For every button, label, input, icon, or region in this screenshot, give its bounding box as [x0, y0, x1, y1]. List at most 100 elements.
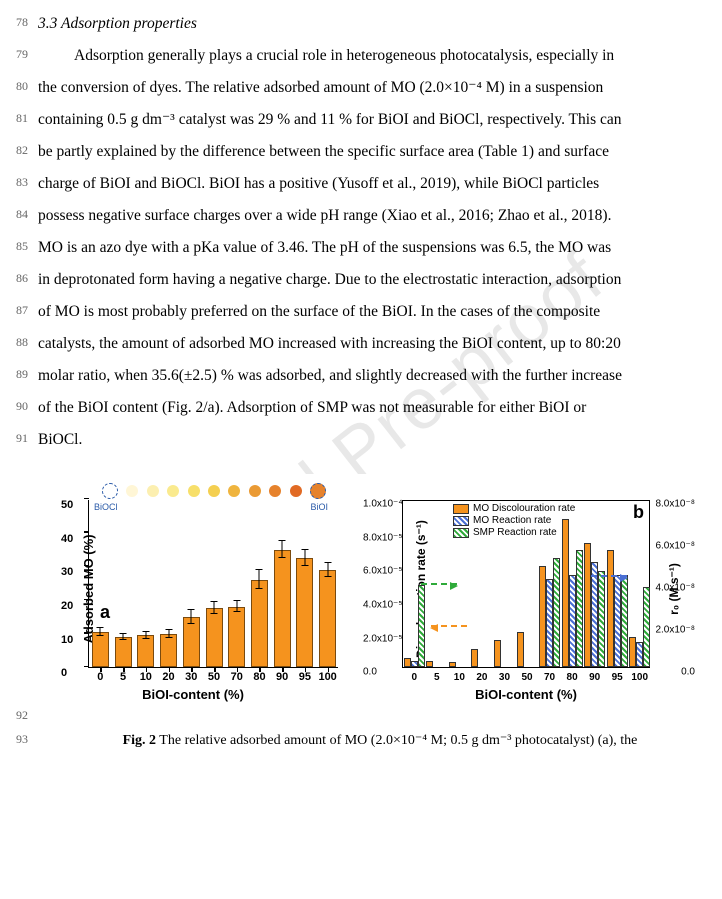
caption-text: The relative adsorbed amount of MO (2.0×… [159, 733, 637, 748]
bar [206, 608, 223, 667]
xtick-label: 90 [276, 671, 288, 683]
sample-dot [167, 485, 179, 497]
line-number: 81 [0, 108, 38, 126]
bar [449, 662, 456, 667]
xtick-label: 5 [434, 672, 440, 683]
error-bar [282, 541, 283, 558]
ytick-right: 6.0x10⁻⁸ [655, 541, 695, 552]
bar [494, 640, 501, 667]
ytick-left: 8.0x10⁻⁵ [363, 532, 402, 543]
tick-mark [237, 667, 239, 672]
ytick-right: 8.0x10⁻⁸ [655, 499, 695, 510]
bar [274, 550, 291, 668]
lineno-92: 92 [0, 706, 38, 728]
text-line: 90of the BiOI content (Fig. 2/a). Adsorp… [0, 396, 712, 420]
tick-mark [123, 667, 125, 672]
tick-mark [84, 531, 89, 533]
xtick-label: 80 [567, 672, 578, 683]
ytick-right: 2.0x10⁻⁸ [655, 625, 695, 636]
error-cap [97, 635, 104, 636]
error-bar [191, 610, 192, 623]
error-bar [327, 563, 328, 576]
sample-dot [208, 485, 220, 497]
text-line: 85MO is an azo dye with a pKa value of 3… [0, 236, 712, 260]
xtick-label: 50 [521, 672, 532, 683]
error-cap [142, 631, 149, 632]
text-line: 81containing 0.5 g dm⁻³ catalyst was 29 … [0, 108, 712, 132]
caption-row-2: 93 Fig. 2 The relative adsorbed amount o… [0, 728, 722, 752]
line-text: charge of BiOI and BiOCl. BiOI has a pos… [38, 172, 712, 196]
caption-spacer [38, 706, 722, 728]
bar [115, 637, 132, 667]
error-cap [211, 613, 218, 614]
xtick-label: 20 [476, 672, 487, 683]
error-cap [120, 639, 127, 640]
tick-mark [328, 667, 330, 672]
error-cap [301, 565, 308, 566]
ytick-label: 20 [61, 600, 73, 612]
text-line: 82be partly explained by the difference … [0, 140, 712, 164]
bar [228, 607, 245, 667]
bar [569, 575, 576, 667]
figures-row: BiOCl BiOI Adsorbed MO (%) BiOI-content … [0, 460, 722, 704]
line-number: 85 [0, 236, 38, 254]
bar [183, 617, 200, 667]
error-cap [211, 601, 218, 602]
bar [584, 543, 591, 667]
ytick-left: 2.0x10⁻⁵ [363, 633, 402, 644]
text-line: 91BiOCl. [0, 428, 712, 452]
bar [319, 570, 336, 667]
xtick-label: 95 [612, 672, 623, 683]
error-cap [97, 627, 104, 628]
bar [621, 575, 628, 667]
bar [576, 550, 583, 668]
error-cap [279, 540, 286, 541]
legend-swatch [453, 528, 469, 538]
error-cap [188, 609, 195, 610]
line-number: 78 [0, 12, 38, 30]
bar [92, 632, 109, 667]
bar [614, 575, 621, 667]
bar [562, 519, 569, 667]
fig-b-legend: MO Discolouration rateMO Reaction rateSM… [453, 503, 575, 539]
text-line: 88catalysts, the amount of adsorbed MO i… [0, 332, 712, 356]
error-cap [279, 557, 286, 558]
line-text: containing 0.5 g dm⁻³ catalyst was 29 % … [38, 108, 712, 132]
indicator-arrow [421, 583, 457, 585]
indicator-arrow [591, 575, 627, 577]
error-cap [142, 638, 149, 639]
legend-item: MO Reaction rate [453, 515, 575, 526]
ytick-label: 10 [61, 634, 73, 646]
text-line: 79Adsorption generally plays a crucial r… [0, 44, 712, 68]
line-number: 91 [0, 428, 38, 446]
figure-caption: Fig. 2 The relative adsorbed amount of M… [38, 730, 722, 752]
line-text: of the BiOI content (Fig. 2/a). Adsorpti… [38, 396, 712, 420]
bar [643, 587, 650, 667]
xtick-label: 0 [411, 672, 417, 683]
bar [591, 562, 598, 667]
figure-a: BiOCl BiOI Adsorbed MO (%) BiOI-content … [38, 474, 348, 704]
sample-dot [249, 485, 261, 497]
text-line: 89molar ratio, when 35.6(±2.5) % was ads… [0, 364, 712, 388]
error-cap [188, 623, 195, 624]
biocl-circle [102, 483, 118, 499]
ytick-label: 30 [61, 566, 73, 578]
xtick-label: 30 [185, 671, 197, 683]
ytick-left: 1.0x10⁻⁴ [363, 499, 403, 510]
bar [251, 580, 268, 667]
line-text: be partly explained by the difference be… [38, 140, 712, 164]
error-cap [256, 569, 263, 570]
line-number: 83 [0, 172, 38, 190]
line-text: molar ratio, when 35.6(±2.5) % was adsor… [38, 364, 712, 388]
line-number: 79 [0, 44, 38, 62]
error-bar [259, 570, 260, 589]
ytick-left: 0.0 [363, 667, 377, 678]
text-line: 83charge of BiOI and BiOCl. BiOI has a p… [0, 172, 712, 196]
legend-item: MO Discolouration rate [453, 503, 575, 514]
line-text: MO is an azo dye with a pKa value of 3.4… [38, 236, 712, 260]
tick-mark [146, 667, 148, 672]
ytick-left: 4.0x10⁻⁵ [363, 600, 402, 611]
text-line: 86in deprotonated form having a negative… [0, 268, 712, 292]
ytick-label: 0 [61, 667, 67, 679]
line-number: 80 [0, 76, 38, 94]
